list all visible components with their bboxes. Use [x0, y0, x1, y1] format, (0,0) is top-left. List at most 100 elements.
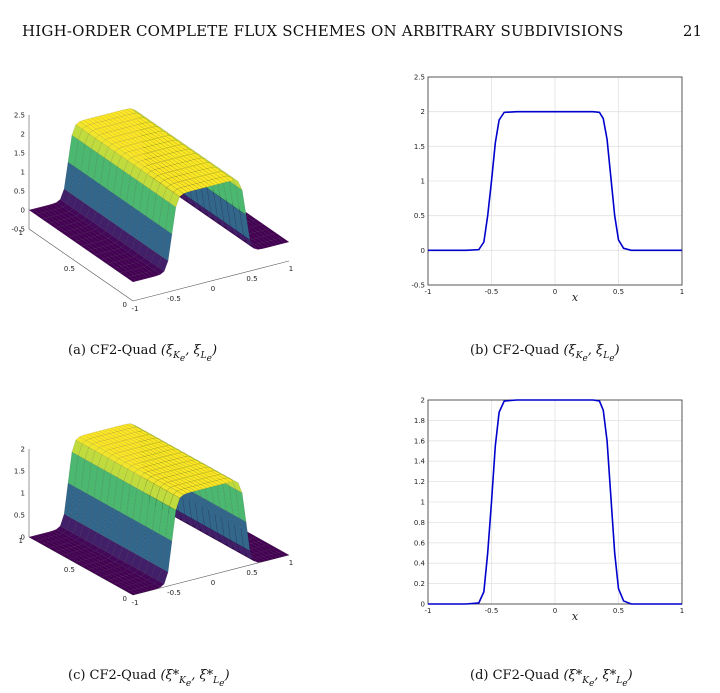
x-tick-label: -0.5 — [167, 295, 181, 303]
y-tick-label: 0.2 — [414, 580, 425, 588]
surface-patch — [271, 547, 283, 553]
caption-d-math: (ξ*Ke, ξ*Le) — [563, 668, 633, 689]
y-tick-label: 1 — [19, 229, 23, 237]
x-tick-label: -0.5 — [485, 288, 499, 296]
x-tick-label: 1 — [680, 607, 684, 615]
surface-patch — [271, 232, 283, 239]
y-tick-label: 0.6 — [414, 539, 426, 547]
line-chart-d: 0 0.2 0.4 0.6 0.8 1 1.2 1.4 1.6 1.8 2 -1 -0.5 0 0.5 1 x — [400, 394, 700, 624]
z-tick-label: 2 — [21, 131, 25, 139]
caption-b-math: (ξKe, ξLe) — [563, 343, 620, 364]
caption-c-math: (ξ*Ke, ξ*Le) — [160, 668, 230, 689]
caption-a-math: (ξKe, ξLe) — [160, 343, 218, 364]
surface-patch — [252, 536, 264, 542]
x-axis-label: x — [572, 610, 579, 623]
z-tick-label: 0.5 — [14, 188, 25, 196]
y-tick-label: 2 — [421, 108, 425, 116]
y-tick-label: 0 — [123, 301, 127, 309]
x-tick-label: -1 — [132, 305, 139, 313]
caption-a-label: (a) CF2-Quad — [68, 343, 157, 358]
z-tick-label: -0.5 — [11, 226, 25, 234]
surface-patch — [245, 533, 257, 539]
y-tick-label: 1 — [19, 537, 23, 545]
series-line — [428, 399, 682, 605]
surface-patch — [278, 237, 290, 244]
y-tick-label: -0.5 — [411, 282, 425, 290]
y-tick-label: 0 — [123, 595, 127, 603]
surface-plot-a-svg: 2.5 2 1.5 1 0.5 0 -0.5 0 0.5 1 -1 -0.5 0 0.5 1 — [11, 108, 293, 313]
running-title: HIGH-ORDER COMPLETE FLUX SCHEMES ON ARBI… — [22, 22, 624, 40]
y-tick-label: 0 — [421, 601, 425, 609]
y-tick-label: 1 — [421, 499, 425, 507]
x-axis — [132, 554, 290, 596]
caption-b-label: (b) CF2-Quad — [470, 343, 560, 358]
surface-patch — [258, 540, 270, 546]
y-tick-label: 2 — [421, 397, 425, 405]
surface-plot-c-svg: 2 1.5 1 0.5 0 0 0.5 1 -1 -0.5 0 0.5 1 — [14, 423, 293, 607]
z-tick-label: 0 — [21, 534, 25, 542]
line-chart-b: -0.5 0 0.5 1 1.5 2 2.5 -1 -0.5 0 0.5 1 x — [400, 72, 700, 305]
y-tick-label: 0.4 — [414, 560, 426, 568]
x-axis — [132, 260, 290, 302]
page-header: HIGH-ORDER COMPLETE FLUX SCHEMES ON ARBI… — [0, 22, 720, 46]
y-tick-label: 0.5 — [414, 212, 425, 220]
x-tick-label: 1 — [289, 559, 293, 567]
y-tick-label: 1.4 — [414, 458, 426, 466]
z-tick-label: 0 — [21, 207, 25, 215]
page-number: 21 — [682, 22, 702, 40]
x-tick-label: 0.5 — [613, 288, 624, 296]
x-tick-label: 0.5 — [246, 275, 257, 283]
y-tick-label: 0.5 — [64, 566, 75, 574]
surface-plot-a: 2.5 2 1.5 1 0.5 0 -0.5 0 0.5 1 -1 -0.5 0 0.5 1 — [0, 70, 310, 313]
y-tick-label: 1.6 — [414, 437, 426, 445]
x-tick-label: 0 — [553, 288, 557, 296]
z-tick-label: 2 — [21, 446, 25, 454]
x-tick-label: 1 — [680, 288, 684, 296]
y-tick-label: 0.5 — [64, 265, 75, 273]
surface-plot-c: 2 1.5 1 0.5 0 0 0.5 1 -1 -0.5 0 0.5 1 — [0, 400, 310, 620]
y-tick-label: 2.5 — [414, 74, 425, 82]
x-tick-label: 0 — [211, 285, 215, 293]
y-tick-label: 0 — [421, 247, 425, 255]
y-tick-label: 1.2 — [414, 478, 425, 486]
x-tick-label: -1 — [425, 288, 432, 296]
x-tick-label: -1 — [132, 599, 139, 607]
x-tick-label: 1 — [289, 265, 293, 273]
caption-d-label: (d) CF2-Quad — [470, 668, 560, 683]
series-line — [428, 110, 682, 252]
surface-mesh — [28, 423, 290, 596]
caption-d: (d) CF2-Quad (ξ*Ke, ξ*Le) — [470, 668, 633, 688]
surface-patch — [258, 223, 270, 230]
surface-mesh — [28, 108, 290, 283]
caption-c-label: (c) CF2-Quad — [68, 668, 157, 683]
surface-patch — [245, 214, 257, 221]
caption-a: (a) CF2-Quad (ξKe, ξLe) — [68, 343, 217, 363]
x-tick-label: -0.5 — [485, 607, 499, 615]
z-tick-label: 0.5 — [14, 512, 25, 520]
y-tick-label: 1.8 — [414, 417, 425, 425]
plot-frame — [427, 76, 683, 286]
z-tick-label: 1.5 — [14, 468, 25, 476]
y-tick-label: 1.5 — [414, 143, 425, 151]
z-tick-label: 1.5 — [14, 150, 25, 158]
line-chart-b-svg: -0.500.511.522.5-1 -0.5 0 0.5 1x — [411, 74, 684, 305]
surface-patch — [265, 543, 277, 549]
y-tick-label: 1 — [421, 178, 425, 186]
caption-c: (c) CF2-Quad (ξ*Ke, ξ*Le) — [68, 668, 230, 688]
x-tick-label: 0 — [211, 579, 215, 587]
z-tick-label: 2.5 — [14, 112, 25, 120]
x-tick-label: -0.5 — [167, 589, 181, 597]
x-axis-label: x — [572, 291, 579, 304]
line-chart-d-svg: 0 0.2 0.4 0.6 0.8 1 1.2 1.4 1.6 1.8 2 -1 -0.5 0 0.5 1 x — [414, 397, 684, 624]
z-tick-label: 1 — [21, 169, 25, 177]
z-tick-label: 1 — [21, 490, 25, 498]
y-axis — [28, 228, 134, 302]
caption-b: (b) CF2-Quad (ξKe, ξLe) — [470, 343, 620, 363]
x-tick-label: -1 — [425, 607, 432, 615]
surface-patch — [265, 228, 277, 235]
surface-patch — [252, 219, 264, 226]
x-tick-label: 0 — [553, 607, 557, 615]
x-tick-label: 0.5 — [613, 607, 624, 615]
y-tick-label: 0.8 — [414, 519, 425, 527]
surface-patch — [278, 551, 290, 557]
